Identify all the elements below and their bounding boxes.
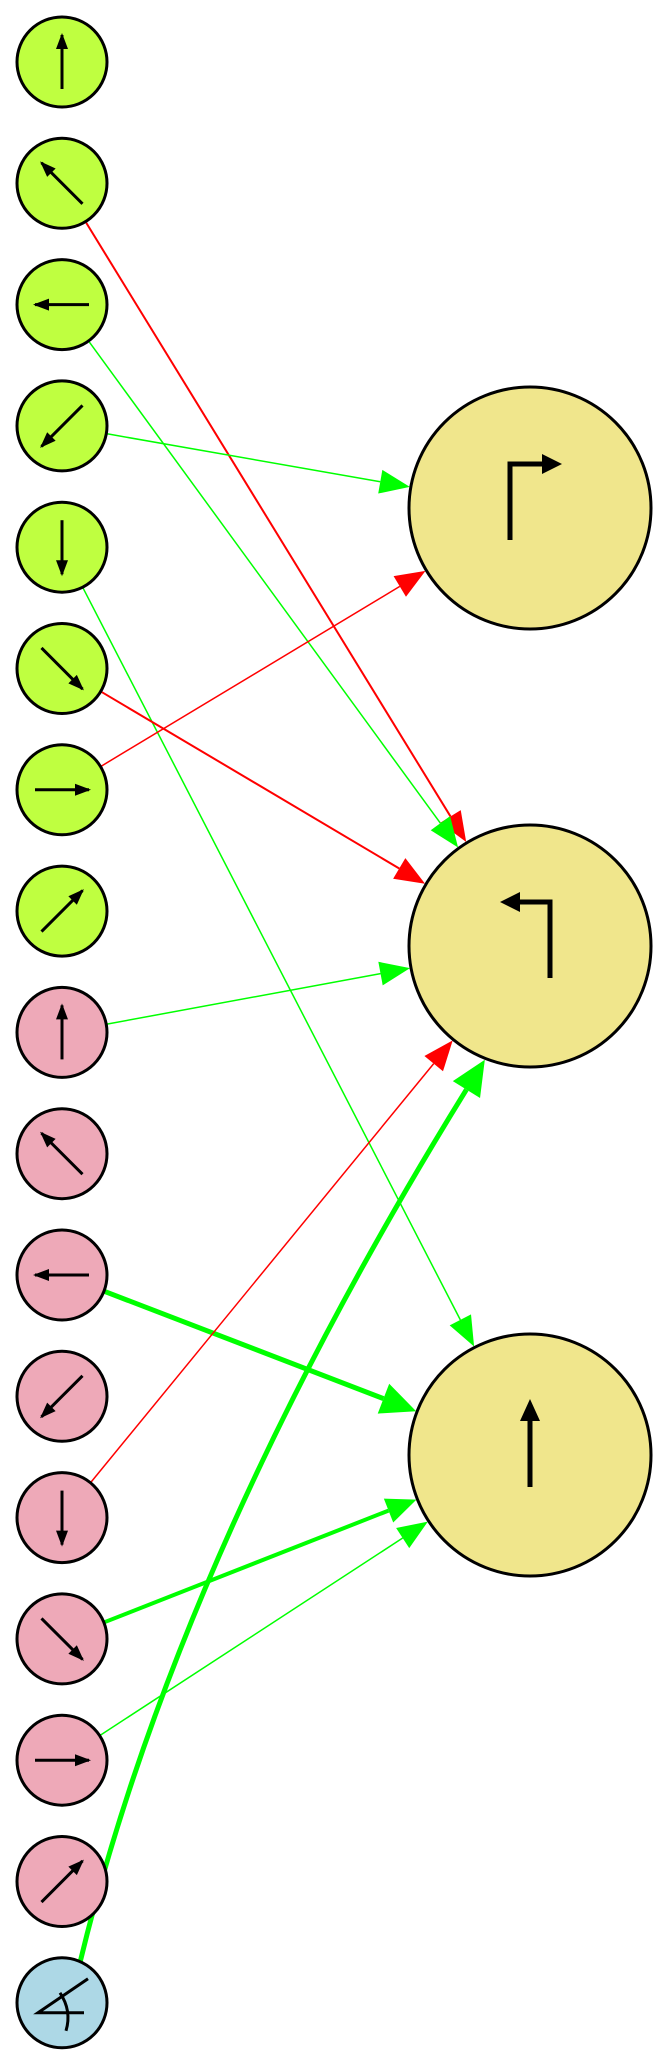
arrow-up-icon	[56, 1003, 68, 1060]
connection-b-down-right-to-straight	[103, 1498, 417, 1625]
connection-a-down-left-to-turn-right	[106, 432, 410, 494]
connection-b-down-to-turn-left	[89, 1040, 453, 1484]
connection-bias-to-turn-left	[77, 1059, 485, 1963]
connection-line	[99, 1537, 404, 1737]
arrow-up-left-icon	[40, 1131, 84, 1176]
connections-layer	[77, 221, 485, 1963]
connection-a-down-to-straight	[81, 586, 475, 1347]
arrow-down-right-icon	[40, 646, 84, 691]
arrow-left-icon	[33, 1269, 89, 1281]
connection-line	[89, 1063, 435, 1484]
connection-line	[103, 1288, 385, 1401]
arrow-down-left-icon	[40, 404, 84, 448]
arrow-head-icon	[430, 816, 459, 848]
connection-b-up-to-turn-left	[106, 961, 411, 1025]
input-node-b-up	[15, 985, 109, 1079]
input-node-b-down	[15, 1471, 109, 1565]
arrow-head-icon	[393, 570, 426, 597]
arrow-head-icon	[449, 1314, 475, 1347]
input-node-a-left	[15, 258, 109, 352]
arrow-down-right-icon	[40, 1617, 84, 1661]
connection-line	[106, 972, 381, 1025]
output-node-turn-right	[407, 385, 653, 631]
connection-line	[106, 432, 381, 483]
input-node-b-down-right	[15, 1592, 109, 1686]
input-node-b-right	[15, 1713, 109, 1807]
input-node-b-up-right	[15, 1835, 109, 1928]
arrow-up-right-icon	[40, 1859, 84, 1904]
input-node-b-down-left	[15, 1349, 109, 1443]
arrow-head-icon	[393, 858, 426, 884]
arrow-right-icon	[35, 1754, 91, 1767]
arrow-left-icon	[33, 298, 89, 311]
arrow-down-left-icon	[40, 1374, 84, 1419]
connection-line	[77, 1088, 469, 1963]
turn-left-icon	[500, 892, 553, 978]
input-node-b-up-left	[15, 1107, 109, 1201]
connection-b-left-to-straight	[103, 1288, 417, 1414]
arrow-up-left-icon	[40, 161, 84, 205]
connection-line	[100, 690, 400, 870]
arrow-head-icon	[440, 810, 467, 843]
output-node-circle	[407, 385, 653, 631]
input-node-a-down-right	[15, 622, 109, 715]
input-node-circle	[15, 1956, 109, 2050]
connection-a-down-right-to-turn-left	[100, 690, 426, 884]
arrow-head-icon	[396, 1521, 428, 1549]
arrow-up-icon	[56, 33, 68, 89]
connection-line	[84, 221, 452, 817]
output-node-circle	[407, 823, 653, 1069]
input-node-a-right	[15, 743, 109, 837]
output-node-straight	[407, 1332, 653, 1578]
connection-a-up-left-to-turn-left	[84, 221, 467, 843]
connection-a-left-to-turn-left	[87, 340, 459, 848]
arrow-head-icon	[378, 961, 411, 986]
input-node-a-up	[15, 15, 109, 109]
arrow-down-icon	[56, 520, 68, 577]
arrow-head-icon	[452, 1059, 485, 1098]
connection-a-right-to-turn-right	[100, 570, 426, 768]
connection-line	[103, 1508, 390, 1625]
connection-line	[81, 586, 462, 1321]
connection-line	[87, 340, 442, 824]
arrow-head-icon	[424, 1040, 453, 1072]
arrow-head-icon	[377, 1383, 417, 1414]
arrow-right-icon	[35, 783, 91, 796]
input-node-a-up-left	[15, 136, 109, 230]
arrow-up-right-icon	[40, 889, 84, 933]
arrow-down-icon	[56, 1490, 68, 1547]
output-node-turn-left	[407, 823, 653, 1069]
input-node-b-left	[15, 1228, 109, 1322]
input-node-bias	[15, 1956, 109, 2050]
arrow-head-icon	[383, 1498, 417, 1523]
turn-right-icon	[507, 454, 562, 540]
straight-icon	[520, 1399, 540, 1487]
input-node-a-up-right	[15, 864, 109, 958]
arrow-head-icon	[378, 469, 410, 494]
input-node-a-down	[15, 500, 109, 594]
input-node-a-down-left	[15, 379, 109, 473]
connection-b-right-to-straight	[99, 1521, 428, 1737]
nodes-layer	[15, 15, 653, 2050]
bias-symbol-icon	[33, 1977, 89, 2032]
connection-line	[100, 585, 401, 768]
